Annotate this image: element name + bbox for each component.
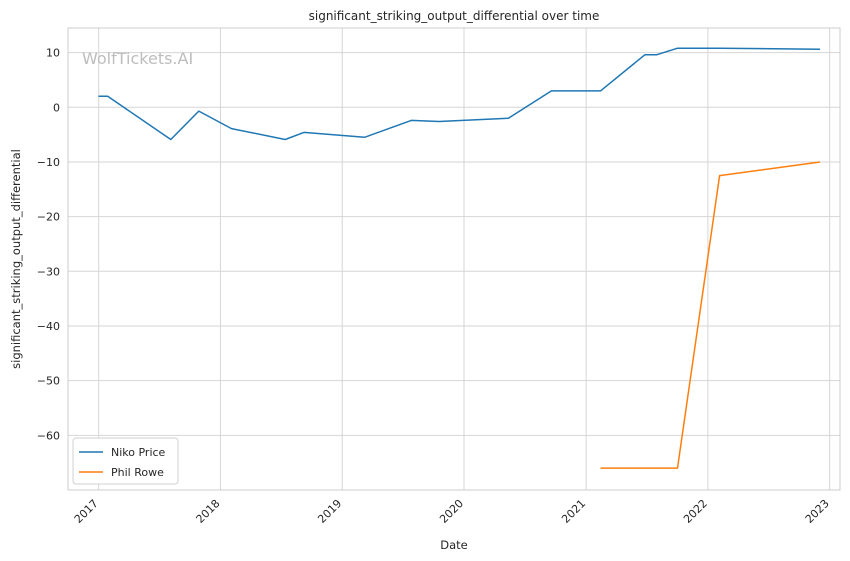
chart-title: significant_striking_output_differential… [309,9,600,23]
y-tick-label: −60 [37,429,60,442]
grid-lines [68,28,840,490]
y-tick-label: −10 [37,156,60,169]
series-lines [98,47,821,469]
y-tick-labels: 10 0 −10 −20 −30 −40 −50 −60 [37,47,60,443]
y-tick-label: −40 [37,320,60,333]
y-tick-label: −50 [37,375,60,388]
y-tick-label: 10 [46,47,60,60]
series-line-niko-price [98,47,821,141]
legend-label-phil-rowe: Phil Rowe [111,466,164,479]
x-axis-title: Date [440,538,468,552]
y-axis-title: significant_striking_output_differential [9,149,23,369]
legend: Niko Price Phil Rowe [72,437,179,485]
series-line-phil-rowe [600,161,821,469]
plot-frame [67,27,841,491]
watermark-text: WolfTickets.AI [82,49,193,68]
y-tick-label: −30 [37,265,60,278]
y-tick-label: 0 [53,101,60,114]
y-tick-label: −20 [37,211,60,224]
legend-label-niko-price: Niko Price [111,446,166,459]
